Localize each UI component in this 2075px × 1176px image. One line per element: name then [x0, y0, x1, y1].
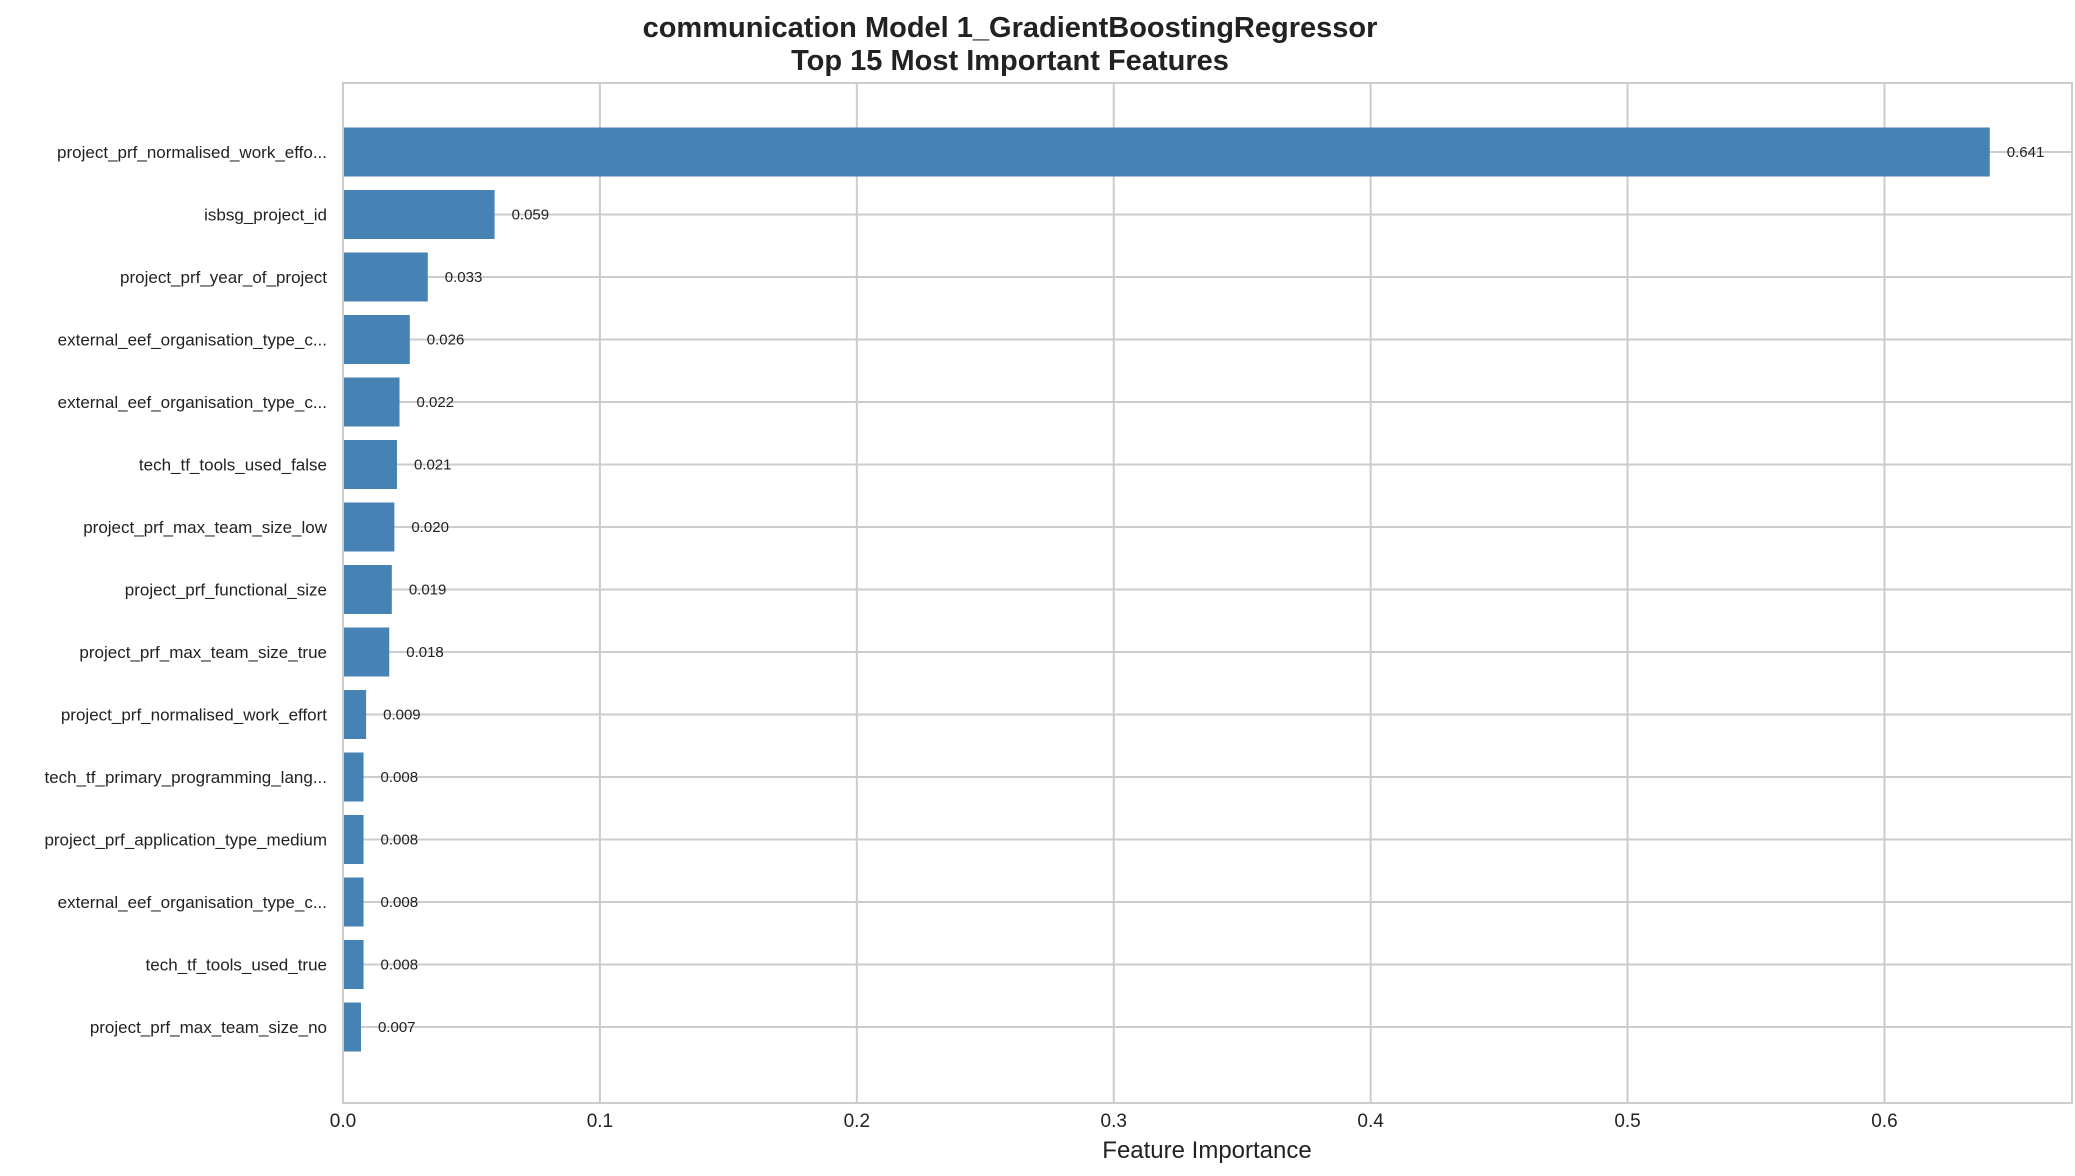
value-label: 0.008 [381, 832, 419, 849]
bar [343, 627, 390, 677]
bar [343, 502, 395, 552]
value-label: 0.008 [381, 769, 419, 786]
category-label: project_prf_normalised_work_effo... [57, 143, 327, 162]
value-label: 0.019 [409, 582, 447, 599]
category-label: isbsg_project_id [204, 206, 327, 225]
x-tick-label: 0.6 [1871, 1111, 1897, 1132]
bars [343, 127, 1990, 1052]
value-labels: 0.641 0.059 0.033 0.026 0.022 0.021 0.020 0.019… [378, 144, 2044, 1036]
bar [343, 315, 410, 364]
value-label: 0.009 [383, 707, 421, 724]
x-tick-label: 0.2 [844, 1111, 870, 1132]
value-label: 0.033 [445, 269, 483, 286]
value-label: 0.059 [512, 207, 550, 224]
value-label: 0.020 [411, 519, 449, 536]
category-label: external_eef_organisation_type_c... [58, 331, 327, 350]
category-label: project_prf_year_of_project [120, 268, 327, 287]
bar [343, 252, 428, 302]
grid-lines [342, 83, 2072, 1103]
x-tick-labels: 0.0 0.1 0.2 0.3 0.4 0.5 0.6 [330, 1111, 1898, 1132]
bar [343, 1002, 361, 1052]
category-label: project_prf_max_team_size_true [79, 643, 327, 662]
category-labels: project_prf_normalised_work_effo...isbsg… [44, 143, 327, 1037]
category-label: project_prf_application_type_medium [44, 831, 327, 850]
x-axis-label: Feature Importance [1102, 1137, 1311, 1164]
bar [343, 190, 495, 239]
category-label: tech_tf_tools_used_true [146, 956, 327, 975]
bar [343, 377, 400, 427]
category-label: external_eef_organisation_type_c... [58, 893, 327, 912]
x-tick-label: 0.4 [1357, 1111, 1384, 1132]
category-label: project_prf_max_team_size_low [83, 518, 328, 537]
plot-frame [342, 82, 2073, 1104]
value-label: 0.021 [414, 457, 452, 474]
category-label: external_eef_organisation_type_c... [58, 393, 327, 412]
bar [343, 127, 1990, 177]
value-label: 0.007 [378, 1019, 416, 1036]
bar [343, 440, 397, 489]
value-label: 0.018 [406, 644, 444, 661]
bar [343, 690, 367, 739]
category-label: project_prf_normalised_work_effort [61, 706, 327, 725]
chart-title: communication Model 1_GradientBoostingRe… [643, 12, 1378, 44]
category-label: tech_tf_tools_used_false [139, 456, 327, 475]
bar [343, 940, 364, 989]
value-label: 0.641 [2007, 144, 2045, 161]
bar [343, 877, 364, 927]
value-label: 0.008 [381, 957, 419, 974]
value-label: 0.008 [381, 894, 419, 911]
x-tick-label: 0.1 [587, 1111, 613, 1132]
x-tick-label: 0.5 [1614, 1111, 1640, 1132]
category-label: tech_tf_primary_programming_lang... [44, 768, 327, 787]
bar [343, 565, 392, 614]
x-tick-label: 0.3 [1101, 1111, 1127, 1132]
x-tick-label: 0.0 [330, 1111, 356, 1132]
category-label: project_prf_functional_size [125, 581, 327, 600]
bar [343, 752, 364, 802]
value-label: 0.026 [427, 332, 465, 349]
category-label: project_prf_max_team_size_no [90, 1018, 327, 1037]
bar [343, 815, 364, 864]
chart-subtitle: Top 15 Most Important Features [791, 45, 1229, 77]
value-label: 0.022 [417, 394, 455, 411]
